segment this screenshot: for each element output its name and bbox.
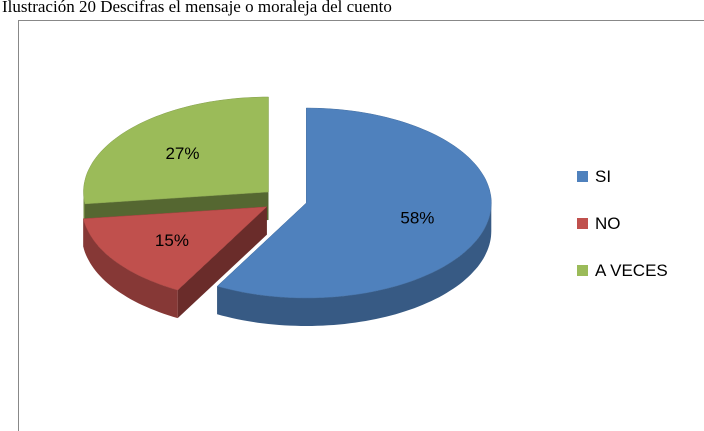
data-label: 27% [165,144,199,163]
slice [83,96,269,205]
legend-swatch [577,265,588,276]
legend-swatch [577,171,588,182]
legend-swatch [577,218,588,229]
data-label: 58% [400,209,434,228]
slice [216,107,492,299]
legend-label: A VECES [595,261,668,280]
legend-label: NO [595,214,621,233]
chart-title: Ilustración 20 Descifras el mensaje o mo… [2,0,392,16]
slice [82,206,268,291]
slice-wall [217,203,492,326]
data-label: 15% [155,231,189,250]
legend-label: SI [595,167,611,186]
slice-wall [83,218,178,319]
